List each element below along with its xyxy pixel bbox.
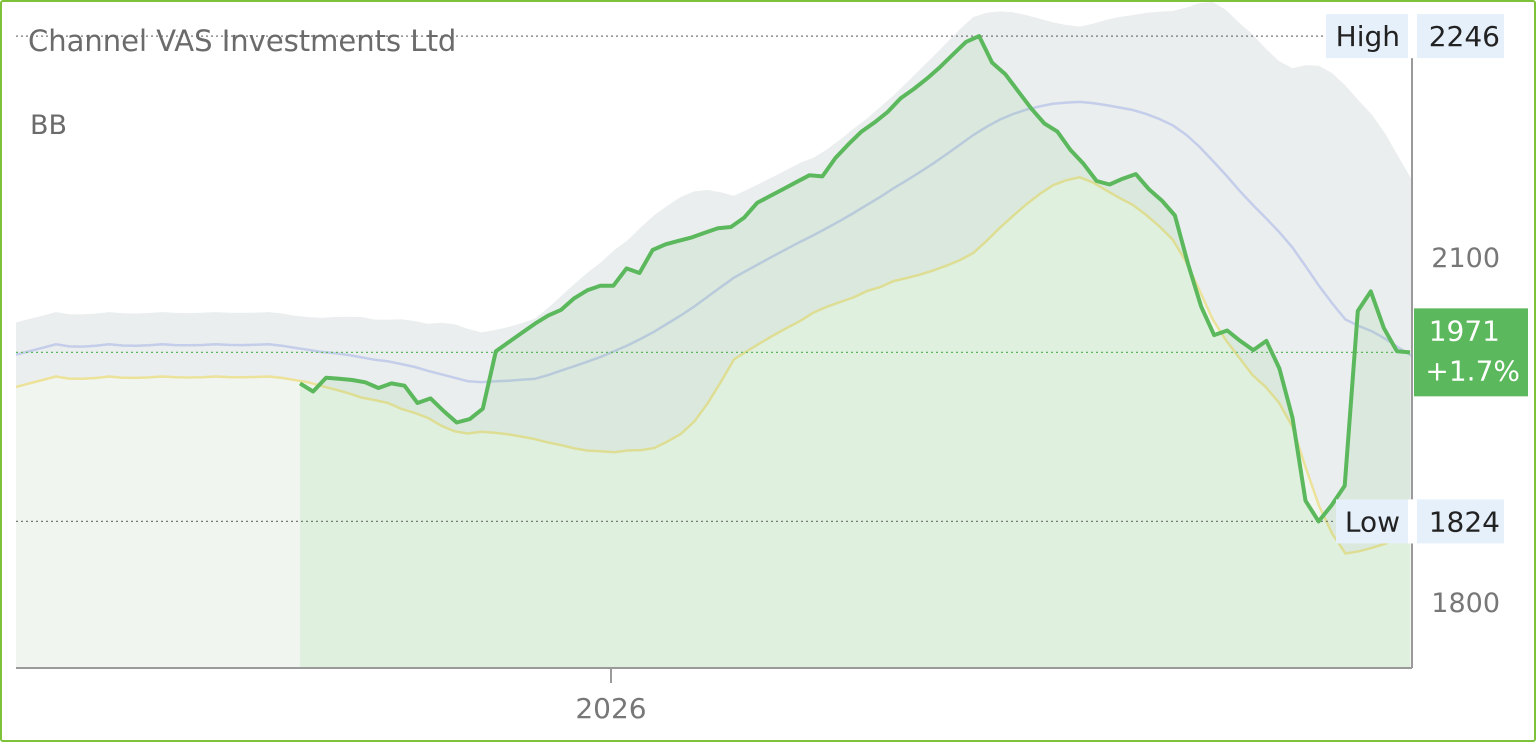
last-badge <box>1414 308 1528 397</box>
axes <box>16 14 1413 683</box>
price-series <box>298 34 1411 669</box>
chart-title: Channel VAS Investments Ltd <box>28 24 457 58</box>
high-value: 2246 <box>1429 20 1500 53</box>
y-tick-label: 1800 <box>1431 588 1500 619</box>
indicator-label: BB <box>30 110 68 141</box>
low-value: 1824 <box>1429 505 1500 538</box>
low-label: Low <box>1345 505 1400 538</box>
last-value: 1971 <box>1429 314 1500 347</box>
x-tick-label: 2026 <box>575 692 646 725</box>
middle-band-line <box>15 100 1413 384</box>
lower-band-area <box>16 177 1412 669</box>
low-label-box <box>1336 499 1504 544</box>
axis-labels: ZAC210018002026High2246Low18241971+1.7% <box>575 14 1528 725</box>
price-line <box>298 34 1411 524</box>
y-tick-label: 2100 <box>1431 243 1500 274</box>
lower-band-line <box>15 175 1413 555</box>
high-label-gap <box>1408 14 1417 59</box>
last-change: +1.7% <box>1425 354 1520 387</box>
price-area <box>300 36 1410 669</box>
high-label: High <box>1336 20 1400 53</box>
low-label-gap <box>1408 499 1417 544</box>
